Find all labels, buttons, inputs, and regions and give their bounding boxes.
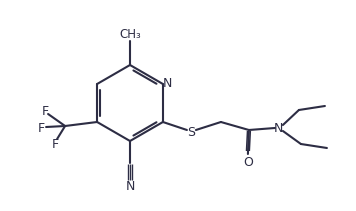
Text: N: N [125, 180, 135, 193]
Text: F: F [42, 104, 49, 118]
Text: S: S [187, 126, 195, 138]
Text: F: F [52, 138, 59, 150]
Text: O: O [243, 156, 253, 169]
Text: F: F [37, 122, 44, 134]
Text: CH₃: CH₃ [119, 27, 141, 41]
Text: N: N [163, 77, 173, 89]
Text: N: N [274, 122, 284, 134]
